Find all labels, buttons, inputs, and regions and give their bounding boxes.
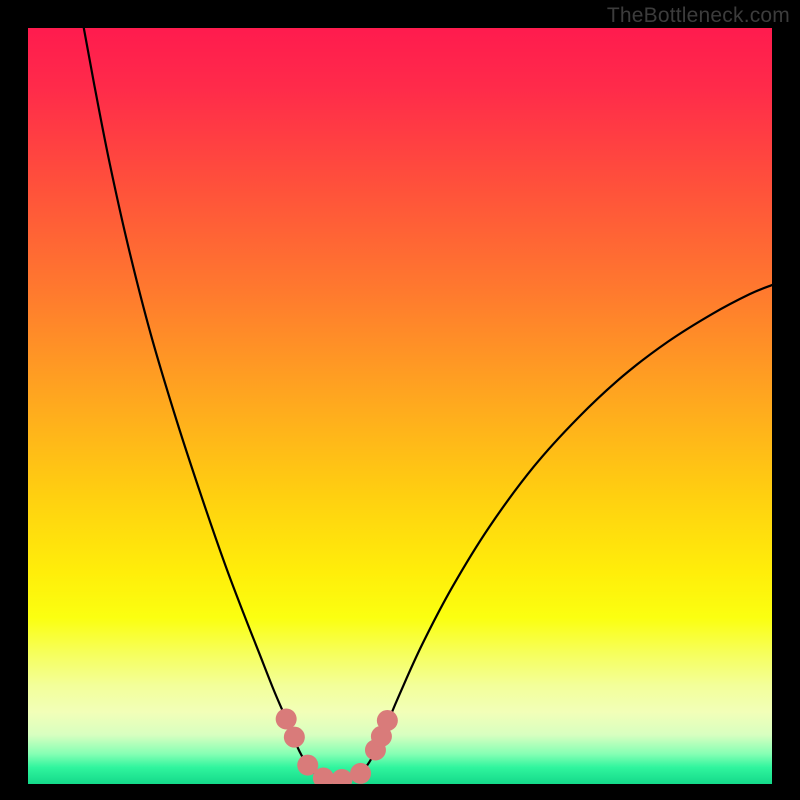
marker-point (284, 727, 305, 748)
marker-point (377, 710, 398, 731)
marker-point (276, 708, 297, 729)
bottleneck-chart (0, 0, 800, 800)
marker-point (350, 763, 371, 784)
plot-area (28, 28, 772, 784)
watermark-text: TheBottleneck.com (607, 4, 790, 28)
